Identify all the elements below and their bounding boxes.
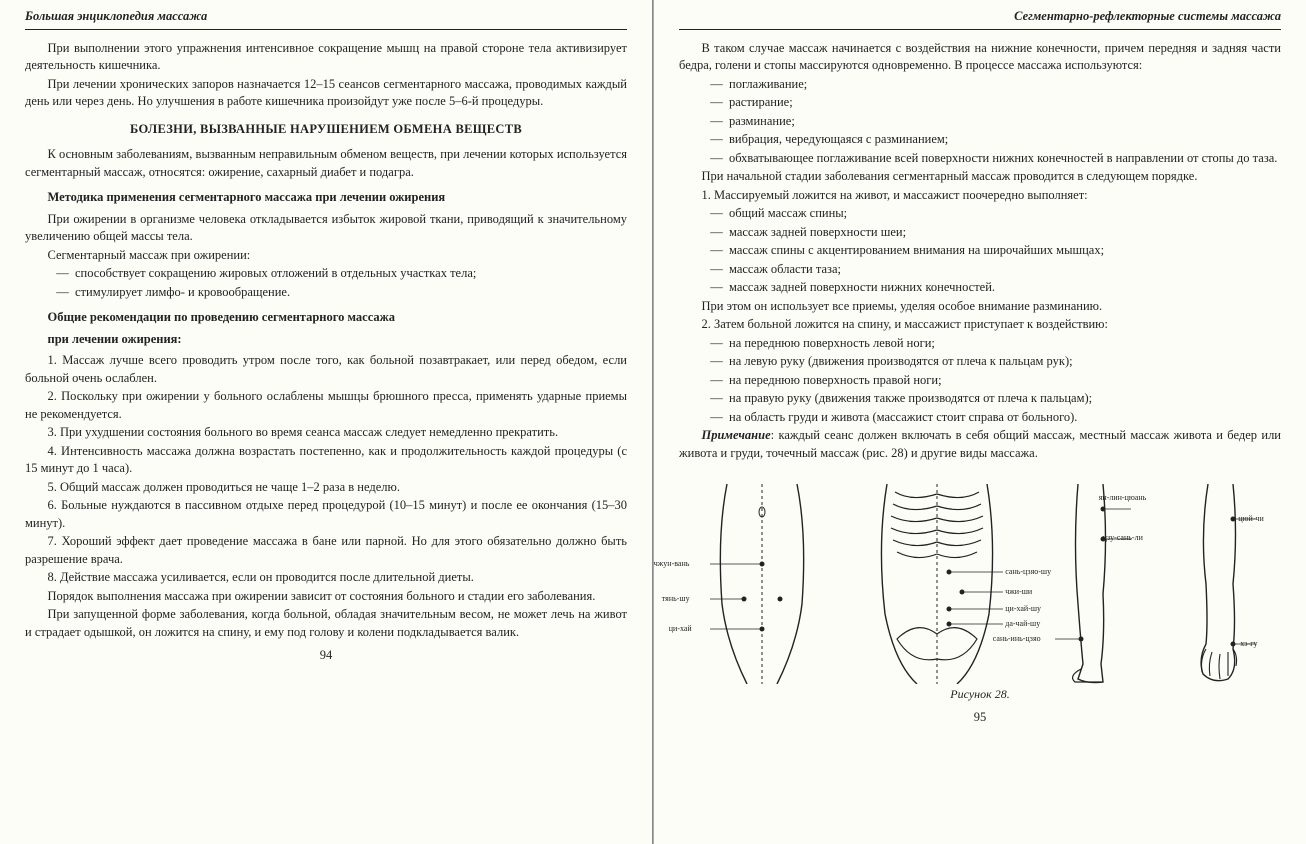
point-label: чжи-ши [1005,586,1032,597]
list-item: общий массаж спины; [710,205,1281,223]
list-item: массаж спины с акцентированием внимания … [710,242,1281,260]
para: При выполнении этого упражнения интенсив… [25,40,627,75]
list-item: на переднюю поверхность правой ноги; [710,372,1281,390]
list-item: 2. Поскольку при ожирении у больного осл… [25,388,627,423]
point-label: сань-инь-цзяо [993,633,1041,644]
list-item: массаж области таза; [710,261,1281,279]
para: К основным заболеваниям, вызванным непра… [25,146,627,181]
point-label: цзу-сань-ли [1103,532,1143,543]
list-item: стимулирует лимфо- и кровообращение. [56,284,627,302]
para: Сегментарный массаж при ожирении: [25,247,627,265]
para: При этом он использует все приемы, уделя… [679,298,1281,316]
figure-back: сань-цзяо-шу чжи-ши ци-хай-шу да-чай-шу [867,484,1007,684]
list-item: массаж задней поверхности шеи; [710,224,1281,242]
point-label: ян-лин-цюань [1099,492,1147,503]
list-item: поглаживание; [710,76,1281,94]
para: При начальной стадии заболевания сегмент… [679,168,1281,186]
list-item: 6. Больные нуждаются в пассивном отдыхе … [25,497,627,532]
subsection: Общие рекомендации по проведению сегмент… [25,309,627,327]
point-label: сань-цзяо-шу [1005,566,1051,577]
list-item: на правую руку (движения также производя… [710,390,1281,408]
list-item: 5. Общий массаж должен проводиться не ча… [25,479,627,497]
list-item: 2. Затем больной ложится на спину, и мас… [679,316,1281,334]
note: Примечание: каждый сеанс должен включать… [679,427,1281,462]
point-label: цюй-чи [1238,513,1264,524]
list-item: массаж задней поверхности нижних конечно… [710,279,1281,297]
list-item: 8. Действие массажа усиливается, если он… [25,569,627,587]
page-number: 95 [679,709,1281,727]
point-label: ци-хай-шу [1005,603,1041,614]
subsection: при лечении ожирения: [25,331,627,349]
list-item: на левую руку (движения производятся от … [710,353,1281,371]
figure-arm: цюй-чи хэ-гу [1178,484,1258,684]
list-item: 4. Интенсивность массажа должна возраста… [25,443,627,478]
page-right: Сегментарно-рефлекторные системы массажа… [653,0,1306,844]
para: При ожирении в организме человека отклад… [25,211,627,246]
para: В таком случае массаж начинается с возде… [679,40,1281,75]
note-label: Примечание [702,428,771,442]
list-item: 7. Хороший эффект дает проведение массаж… [25,533,627,568]
figure-caption: Рисунок 28. [679,686,1281,703]
list-item: растирание; [710,94,1281,112]
figure-leg: ян-лин-цюань цзу-сань-ли сань-инь-цзяо [1053,484,1133,684]
list-item: 1. Массаж лучше всего проводить утром по… [25,352,627,387]
running-head-right: Сегментарно-рефлекторные системы массажа [679,8,1281,30]
para: При лечении хронических запоров назначае… [25,76,627,111]
list-item: 1. Массируемый ложится на живот, и масса… [679,187,1281,205]
list-item: на область груди и живота (массажист сто… [710,409,1281,427]
point-label: хэ-гу [1240,638,1257,649]
list-item: способствует сокращению жировых отложени… [56,265,627,283]
para: Порядок выполнения массажа при ожирении … [25,588,627,606]
list-item: вибрация, чередующаяся с разминанием; [710,131,1281,149]
page-left: Большая энциклопедия массажа При выполне… [0,0,653,844]
point-label: тянь-шу [662,593,690,604]
point-label: да-чай-шу [1005,618,1040,629]
point-label: чжун-вань [654,558,690,569]
list-item: на переднюю поверхность левой ноги; [710,335,1281,353]
section-title: БОЛЕЗНИ, ВЫЗВАННЫЕ НАРУШЕНИЕМ ОБМЕНА ВЕЩ… [25,121,627,139]
page-number: 94 [25,647,627,665]
list-item: обхватывающее поглаживание всей поверхно… [710,150,1281,168]
list-item: 3. При ухудшении состояния больного во в… [25,424,627,442]
subsection: Методика применения сегментарного массаж… [25,189,627,207]
list-item: разминание; [710,113,1281,131]
figure-row: чжун-вань тянь-шу ци-хай [679,474,1281,684]
figure-abdomen: чжун-вань тянь-шу ци-хай [702,484,822,684]
para: При запущенной форме заболевания, когда … [25,606,627,641]
running-head-left: Большая энциклопедия массажа [25,8,627,30]
point-label: ци-хай [669,623,692,634]
